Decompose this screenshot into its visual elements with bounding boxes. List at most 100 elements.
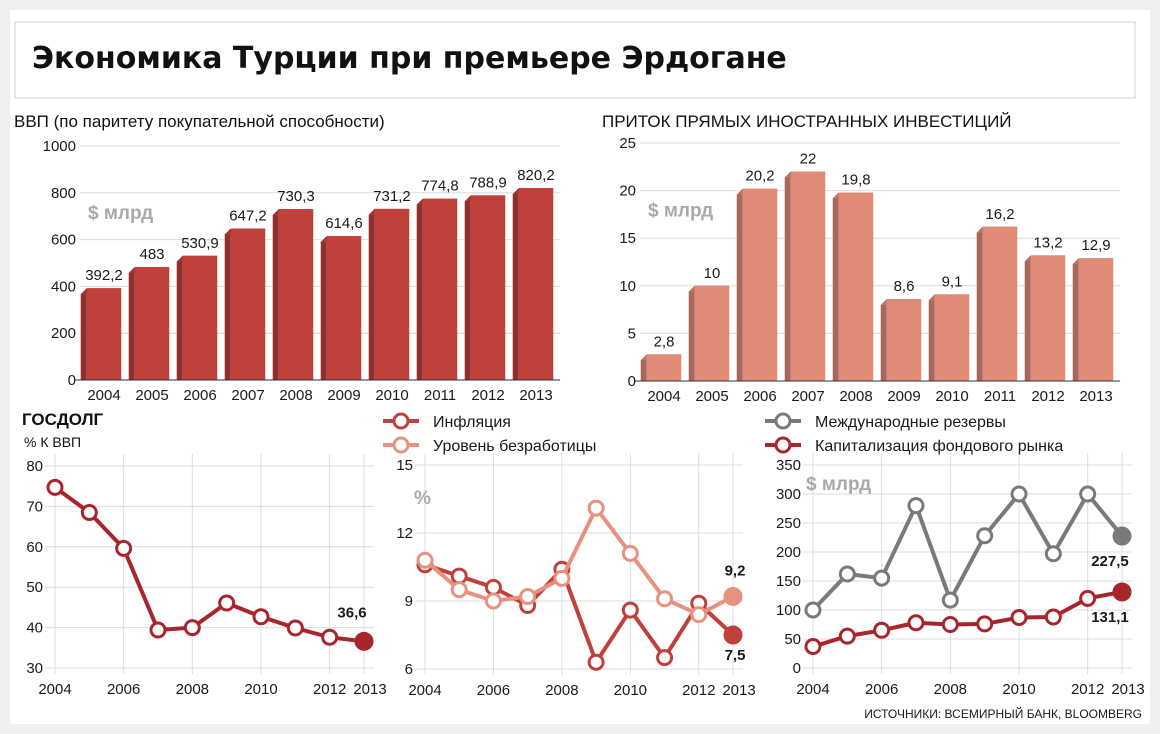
series-line: [424, 562, 735, 665]
bar: [326, 236, 362, 380]
series-end-marker: [723, 625, 743, 645]
bar: [134, 266, 170, 380]
source-note: ИСТОЧНИКИ: ВСЕМИРНЫЙ БАНК, BLOOMBERG: [864, 706, 1142, 721]
bar: [742, 188, 778, 381]
series-marker: [656, 590, 674, 608]
y-tick-label: 0: [628, 373, 636, 390]
bar-side: [1072, 258, 1079, 381]
series-marker: [1079, 485, 1097, 503]
x-tick-label: 2006: [107, 681, 140, 698]
x-tick-label: 2010: [935, 388, 968, 405]
bar-value-label: 647,2: [229, 208, 267, 225]
bar-side: [832, 192, 839, 381]
y-tick-label: 300: [776, 486, 801, 503]
bar: [838, 192, 874, 381]
y-tick-label: 70: [26, 498, 43, 515]
debt-line-chart: 30 40 50 60 70 80 2004 2006 2008 2010 2012 2013 36,6: [26, 454, 387, 698]
x-tick-label: 2010: [614, 682, 647, 699]
bar-side: [1024, 255, 1031, 381]
x-tick-label: 2004: [87, 387, 120, 404]
series-end-label: 227,5: [1091, 553, 1129, 570]
bar: [374, 208, 410, 380]
y-tick-label: 200: [51, 325, 76, 342]
legend-reserves: Международные резервы: [765, 412, 1006, 431]
debt-chart-unit: % К ВВП: [24, 434, 81, 450]
y-tick-label: 20: [619, 183, 636, 200]
bar-value-label: 2,8: [654, 333, 675, 350]
y-tick-label: 600: [51, 232, 76, 249]
y-tick-label: 15: [396, 457, 413, 474]
series-marker: [553, 569, 571, 587]
bar: [886, 299, 922, 381]
series-marker: [46, 478, 64, 496]
series-marker: [804, 601, 822, 619]
x-tick-label: 2004: [647, 388, 680, 405]
series-marker: [450, 581, 468, 599]
unit-label: $ млрд: [88, 203, 153, 224]
y-tick-label: 6: [405, 661, 413, 678]
x-tick-label: 2009: [327, 387, 360, 404]
y-tick-label: 25: [619, 135, 636, 152]
legend-inflation-marker: [392, 412, 410, 430]
y-tick-label: 50: [26, 579, 43, 596]
series-marker: [587, 653, 605, 671]
bar: [934, 294, 970, 381]
y-tick-label: 0: [68, 372, 76, 389]
x-tick-label: 2012: [1071, 681, 1104, 698]
x-tick-label: 2013: [722, 682, 755, 699]
bar-value-label: 614,6: [325, 215, 363, 232]
y-tick-label: 30: [26, 660, 43, 677]
bar: [982, 226, 1018, 381]
bar-value-label: 530,9: [181, 235, 219, 252]
bar-value-label: 12,9: [1081, 237, 1110, 254]
x-tick-label: 2008: [545, 682, 578, 699]
x-tick-label: 2006: [865, 681, 898, 698]
legend-unemployment: Уровень безработицы: [383, 436, 596, 455]
bar: [646, 354, 682, 381]
x-tick-label: 2007: [231, 387, 264, 404]
series-marker: [450, 567, 468, 585]
x-tick-label: 2012: [1031, 388, 1064, 405]
y-tick-label: 15: [619, 230, 636, 247]
series-marker: [416, 551, 434, 569]
series-line: [423, 506, 734, 617]
bar-side: [272, 209, 279, 380]
x-tick-label: 2004: [38, 681, 71, 698]
series-end-label: 7,5: [725, 647, 746, 664]
unit-label: %: [414, 488, 431, 509]
x-tick-label: 2006: [743, 388, 776, 405]
bar-value-label: 10: [704, 265, 721, 282]
x-tick-label: 2010: [1002, 681, 1035, 698]
x-tick-label: 2013: [1111, 681, 1144, 698]
bar-side: [736, 188, 743, 381]
series-marker: [1044, 608, 1062, 626]
x-tick-label: 2010: [375, 387, 408, 404]
bar: [470, 195, 506, 380]
series-marker: [621, 601, 639, 619]
series-marker: [1010, 485, 1028, 503]
bar-side: [320, 236, 327, 380]
bar-side: [784, 171, 791, 381]
series-marker: [149, 621, 167, 639]
series-marker: [804, 638, 822, 656]
title-box: [14, 21, 1136, 99]
bar-value-label: 731,2: [373, 188, 411, 205]
series-marker: [321, 628, 339, 646]
series-marker: [587, 499, 605, 517]
y-tick-label: 60: [26, 539, 43, 556]
y-tick-label: 200: [776, 544, 801, 561]
series-end-label: 36,6: [337, 604, 366, 621]
bar: [86, 288, 122, 380]
inflation-unemployment-line-chart: 6 9 12 15 2004 2006 2008 2010 2012 2013% 7,5 9,2: [396, 453, 756, 699]
series-marker: [941, 591, 959, 609]
series-marker: [1010, 609, 1028, 627]
legend-reserves-marker: [774, 412, 792, 430]
bar-side: [512, 188, 519, 380]
series-marker: [838, 565, 856, 583]
series-end-marker: [723, 586, 743, 606]
legend-market-cap: Капитализация фондового рынка: [765, 436, 1063, 455]
series-marker: [907, 614, 925, 632]
gdp-bar-chart: 0 200 400 600 800 1000 $ млрд 392,2 2004 483 2005 5…: [43, 138, 560, 404]
series-marker: [656, 649, 674, 667]
